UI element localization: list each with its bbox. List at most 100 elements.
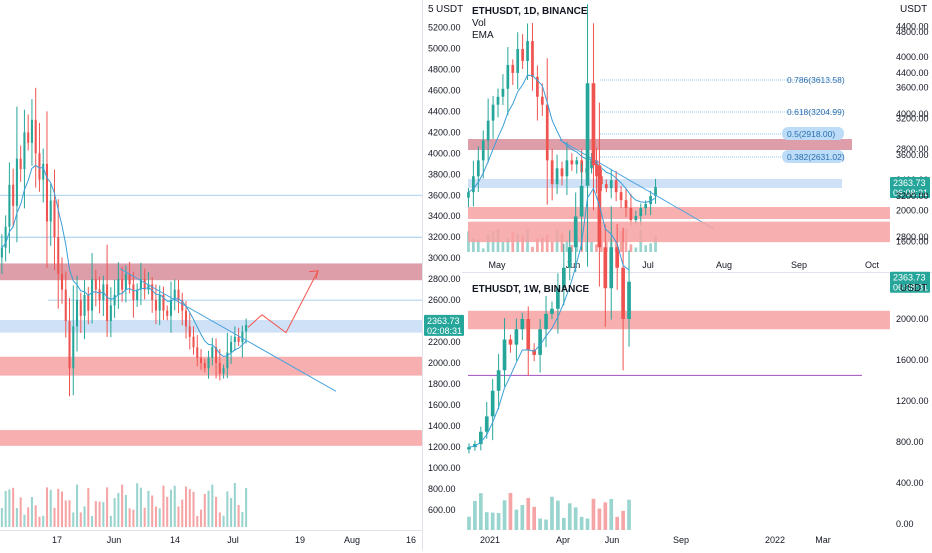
volume-bar (603, 502, 608, 530)
weekly-y-tick: 3600.00 (896, 150, 929, 160)
candle-body (94, 279, 97, 290)
daily-y-tick: 4000.00 (896, 52, 929, 62)
candle-body (184, 310, 188, 327)
volume-bar (654, 236, 657, 252)
volume-bar (532, 506, 537, 530)
volume-bar (34, 505, 37, 527)
candle-body (555, 168, 559, 185)
daily-last-price-tag-countdown: 06:08:31 (893, 188, 928, 198)
volume-bar (556, 500, 560, 530)
main-y-tick: 2200.00 (428, 337, 461, 347)
candle-body (496, 96, 500, 105)
main-y-tick: 1800.00 (428, 379, 461, 389)
volume-bar (169, 489, 173, 527)
candle-body (490, 390, 495, 417)
main-chart-panel[interactable]: 5200.00 5000.00 4800.00 4600.00 4400.00 4200.… (0, 23, 464, 545)
weekly-x-tick: Mar (815, 535, 831, 545)
candle-body (109, 305, 112, 322)
main-y-tick: 3400.00 (428, 211, 461, 221)
candle-body (600, 176, 603, 185)
volume-bar (226, 491, 229, 527)
main-x-tick: Jun (107, 535, 122, 545)
volume-bar (188, 489, 191, 527)
volume-bar (514, 509, 519, 530)
candle-body (211, 347, 214, 358)
candle-body (34, 119, 37, 154)
fib-label: 0.618(3204.99) (787, 107, 845, 117)
fib-label: 0.5(2918.00) (787, 129, 835, 139)
zone-resistance (0, 263, 422, 281)
main-y-tick: 3600.00 (428, 190, 461, 200)
volume-bar (621, 510, 625, 530)
volume-bar (154, 506, 157, 527)
volume-bar (520, 505, 525, 530)
candle-body (590, 160, 593, 169)
candle-body (501, 88, 505, 97)
candle-body (124, 273, 127, 290)
volume-bar (68, 500, 71, 527)
candle-body (154, 300, 157, 311)
weekly-last-price-tag-price: 2363.73 (893, 273, 926, 283)
candle-body (526, 41, 529, 61)
daily-last-price-tag-price: 2363.73 (893, 178, 926, 188)
candle-body (614, 180, 618, 193)
candle-body (478, 431, 483, 445)
candle-body (536, 76, 539, 97)
volume-bar (196, 516, 199, 527)
candle-body (192, 336, 195, 348)
candle-body (53, 200, 56, 238)
weekly-zone-resistance (468, 221, 890, 243)
volume-bar (649, 243, 652, 252)
volume-bar (545, 234, 549, 252)
volume-bar (600, 233, 603, 252)
volume-bar (591, 498, 596, 530)
volume-bar (476, 239, 480, 252)
daily-x-tick: Jul (642, 260, 654, 270)
volume-bar (478, 493, 483, 530)
daily-x-tick: May (488, 260, 506, 270)
candle-body (128, 273, 131, 285)
candle-body (139, 279, 142, 290)
volume-bar (536, 238, 539, 252)
daily-zone-current (468, 179, 842, 188)
volume-bar (550, 241, 554, 252)
candle-body (520, 319, 525, 330)
candle-body (476, 160, 480, 177)
volume-bar (215, 496, 218, 527)
weekly-x-tick: Jun (605, 535, 620, 545)
weekly-chart-panel[interactable]: 4800.004400.004000.003600.003200.002800.… (467, 4, 930, 545)
volume-bar (207, 490, 210, 527)
candle-body (486, 120, 490, 141)
daily-axis-unit: USDT (900, 4, 927, 15)
daily-y-tick: 3600.00 (896, 83, 929, 93)
daily-indicator-vol[interactable]: Vol (472, 18, 486, 29)
volume-bar (565, 240, 569, 252)
main-x-tick: 17 (52, 535, 62, 545)
volume-bar (8, 489, 11, 527)
volume-bar (634, 247, 638, 252)
candle-body (68, 321, 71, 369)
candle-body (603, 247, 608, 289)
daily-y-tick: 2800.00 (896, 144, 929, 154)
candle-body (575, 160, 579, 165)
daily-chart-panel[interactable]: 0.786(3613.58) 0.618(3204.99) 0.5(2918.00)… (467, 21, 930, 270)
candle-body (521, 49, 524, 61)
volume-bar (473, 500, 477, 530)
candle-body (83, 294, 86, 316)
volume-bar (83, 506, 86, 527)
candle-body (567, 247, 572, 268)
candle-body (467, 447, 471, 450)
daily-indicator-ema[interactable]: EMA (472, 30, 494, 41)
volume-bar (484, 512, 489, 530)
volume-bar (117, 492, 120, 527)
candle-body (619, 192, 623, 201)
candle-body (60, 273, 64, 290)
candle-body (106, 284, 109, 322)
daily-zone-resistance (468, 139, 852, 150)
volume-bar (230, 497, 233, 527)
weekly-y-tick: 2000.00 (896, 314, 929, 324)
candle-body (634, 216, 638, 220)
main-y-tick: 4600.00 (428, 85, 461, 95)
daily-x-tick: Sep (791, 260, 807, 270)
